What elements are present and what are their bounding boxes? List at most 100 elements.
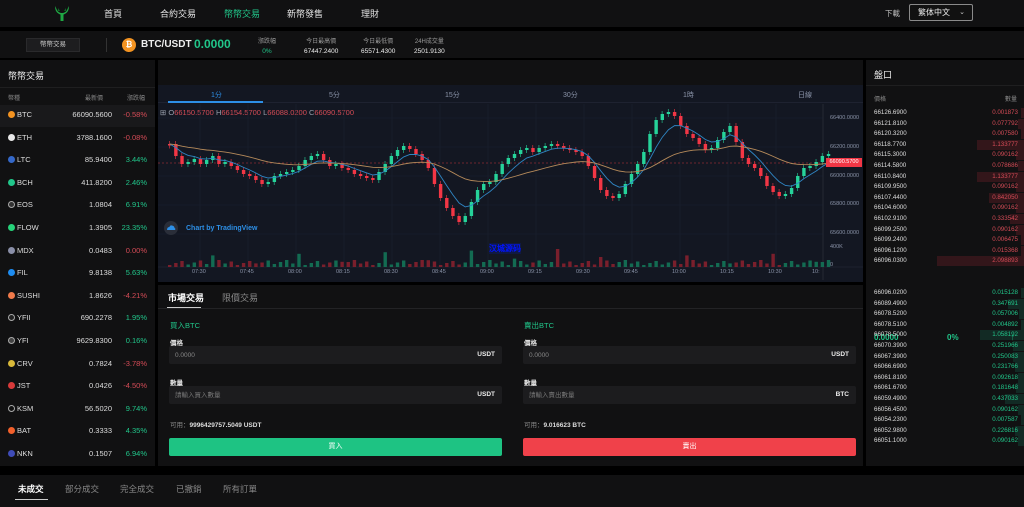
market-row-ksm[interactable]: KSM 56.5020 9.74%: [0, 399, 155, 421]
interval-tab-3[interactable]: 30分: [563, 92, 578, 99]
ask-row[interactable]: 66121.8100 0.077792: [866, 118, 1024, 129]
sell-button[interactable]: 賣出: [523, 438, 856, 456]
buy-amount-input[interactable]: [175, 386, 455, 404]
ask-row[interactable]: 66115.3000 0.090162: [866, 150, 1024, 161]
interval-tab-2[interactable]: 15分: [445, 92, 460, 99]
header-amount: 數量: [1004, 97, 1017, 103]
nav-item-1[interactable]: 合約交易: [160, 9, 197, 19]
divider: [866, 85, 1024, 86]
market-row-jst[interactable]: JST 0.0426 -4.50%: [0, 376, 155, 398]
ask-row[interactable]: 66099.2400 0.006475: [866, 235, 1024, 246]
sell-price-input[interactable]: [529, 346, 809, 364]
market-row-btc[interactable]: BTC 66090.5600 -0.58%: [0, 105, 155, 127]
bid-row[interactable]: 66061.8100 0.092618: [866, 372, 1024, 383]
ask-row[interactable]: 66096.1200 0.015368: [866, 245, 1024, 256]
market-row-bch[interactable]: BCH 411.8200 2.46%: [0, 173, 155, 195]
ask-row[interactable]: 66120.3200 0.007580: [866, 129, 1024, 140]
ticker-bar: 幣幣交易 ₿ BTC/USDT 0.0000 漲跌幅 0% 今日最高價 67447.2…: [0, 31, 1024, 58]
market-row-bat[interactable]: BAT 0.3333 4.35%: [0, 421, 155, 443]
order-tab-0[interactable]: 未成交: [18, 484, 44, 494]
market-row-fil[interactable]: FIL 9.8138 5.63%: [0, 263, 155, 285]
legend-toggle-icon[interactable]: ⊞: [160, 108, 169, 117]
bid-row[interactable]: 66067.3900 0.250083: [866, 351, 1024, 362]
ask-row[interactable]: 66109.9500 0.090162: [866, 182, 1024, 193]
bid-row[interactable]: 66054.2300 0.007587: [866, 415, 1024, 426]
tradingview-cloud-icon[interactable]: [164, 221, 178, 235]
market-row-yfii[interactable]: YFII 690.2278 1.95%: [0, 308, 155, 330]
ask-row[interactable]: 66099.2500 0.090162: [866, 224, 1024, 235]
fil-coin-icon: [8, 269, 15, 277]
sell-amount-field[interactable]: BTC: [523, 386, 856, 404]
tradingview-brand[interactable]: Chart by TradingView: [186, 225, 258, 232]
sell-price-label: 價格: [524, 340, 537, 347]
ask-row[interactable]: 66110.8400 1.133777: [866, 171, 1024, 182]
nav-item-2[interactable]: 幣幣交易: [224, 9, 261, 19]
market-row-mdx[interactable]: MDX 0.0483 0.00%: [0, 241, 155, 263]
spot-trading-button[interactable]: 幣幣交易: [26, 38, 80, 52]
interval-tab-5[interactable]: 日線: [798, 92, 812, 99]
coin-change: 5.63%: [125, 268, 147, 278]
coin-change: -4.50%: [123, 381, 147, 391]
ask-row[interactable]: 66096.0300 2.098893: [866, 256, 1024, 267]
bid-row[interactable]: 66078.5000 1.058192: [866, 330, 1024, 341]
ask-row[interactable]: 66104.6000 0.090162: [866, 203, 1024, 214]
order-tab-1[interactable]: 部分成交: [65, 484, 100, 494]
buy-price-input[interactable]: [175, 346, 455, 364]
sell-amount-input[interactable]: [529, 386, 809, 404]
ask-row[interactable]: 66102.9100 0.333542: [866, 214, 1024, 224]
market-row-crv[interactable]: CRV 0.7824 -3.78%: [0, 354, 155, 376]
book-amount: 0.057006: [992, 310, 1018, 318]
interval-tab-1[interactable]: 5分: [329, 92, 340, 99]
language-select[interactable]: 繁体中文 ⌄: [909, 4, 973, 21]
market-row-yfi[interactable]: YFI 9629.8300 0.16%: [0, 331, 155, 353]
bid-row[interactable]: 66059.4900 0.437033: [866, 394, 1024, 404]
order-tab-4[interactable]: 所有訂單: [223, 484, 258, 494]
depth-bar: [1009, 214, 1024, 224]
order-tab-3[interactable]: 已撤銷: [176, 484, 202, 494]
sell-price-unit: USDT: [831, 351, 849, 358]
coin-change: 6.94%: [125, 449, 147, 458]
sell-price-field[interactable]: USDT: [523, 346, 856, 364]
nav-item-4[interactable]: 理財: [361, 9, 380, 19]
interval-tab-0[interactable]: 1分: [211, 92, 222, 99]
market-row-eos[interactable]: EOS 1.0804 6.91%: [0, 195, 155, 217]
candlestick-chart[interactable]: [158, 104, 863, 280]
market-row-flow[interactable]: FLOW 1.3905 23.35%: [0, 218, 155, 240]
buy-button[interactable]: 買入: [169, 438, 502, 456]
book-amount: 0.090162: [992, 437, 1018, 445]
market-row-ltc[interactable]: LTC 85.9400 3.44%: [0, 150, 155, 172]
nav-item-0[interactable]: 首頁: [104, 9, 123, 19]
book-amount: 1.058192: [992, 331, 1018, 339]
stat-value: 65571.4300: [361, 48, 396, 55]
buy-amount-field[interactable]: USDT: [169, 386, 502, 404]
bid-row[interactable]: 66056.4500 0.090162: [866, 404, 1024, 415]
bid-row[interactable]: 66089.4900 0.347691: [866, 298, 1024, 309]
order-tab-2[interactable]: 完全成交: [120, 484, 155, 494]
ask-row[interactable]: 66126.6900 0.001873: [866, 108, 1024, 118]
bid-row[interactable]: 66051.1000 0.090162: [866, 436, 1024, 447]
sell-available-value: 9.016623 BTC: [543, 422, 586, 429]
bid-row[interactable]: 66078.5200 0.057006: [866, 309, 1024, 320]
market-row-nkn[interactable]: NKN 0.1507 6.94%: [0, 444, 155, 466]
ask-row[interactable]: 66107.4400 0.842050: [866, 192, 1024, 203]
interval-tab-4[interactable]: 1時: [683, 92, 694, 99]
buy-price-field[interactable]: USDT: [169, 346, 502, 364]
bid-row[interactable]: 66078.5100 0.004892: [866, 319, 1024, 330]
ask-row[interactable]: 66114.5800 0.078686: [866, 161, 1024, 171]
tab-limit-trade[interactable]: 限價交易: [222, 293, 259, 303]
bid-row[interactable]: 66070.3900 0.251966: [866, 341, 1024, 351]
ask-row[interactable]: 66118.7700 1.133777: [866, 139, 1024, 150]
bid-row[interactable]: 66096.0200 0.015128: [866, 288, 1024, 298]
bid-row[interactable]: 66061.6700 0.181648: [866, 383, 1024, 394]
tab-market-trade[interactable]: 市場交易: [168, 293, 205, 303]
bid-row[interactable]: 66052.9800 0.226816: [866, 425, 1024, 436]
nav-item-3[interactable]: 新幣發售: [287, 9, 324, 19]
logo-icon[interactable]: [53, 4, 71, 22]
coin-price: 9.8138: [89, 268, 112, 278]
coin-price: 9629.8300: [76, 336, 112, 345]
market-row-sushi[interactable]: SUSHI 1.8626 -4.21%: [0, 286, 155, 308]
market-row-eth[interactable]: ETH 3788.1600 -0.08%: [0, 128, 155, 150]
ticker-stat: 漲跌幅 0%: [258, 36, 276, 55]
bid-row[interactable]: 66066.6900 0.231766: [866, 362, 1024, 373]
download-link[interactable]: 下載: [885, 9, 900, 18]
